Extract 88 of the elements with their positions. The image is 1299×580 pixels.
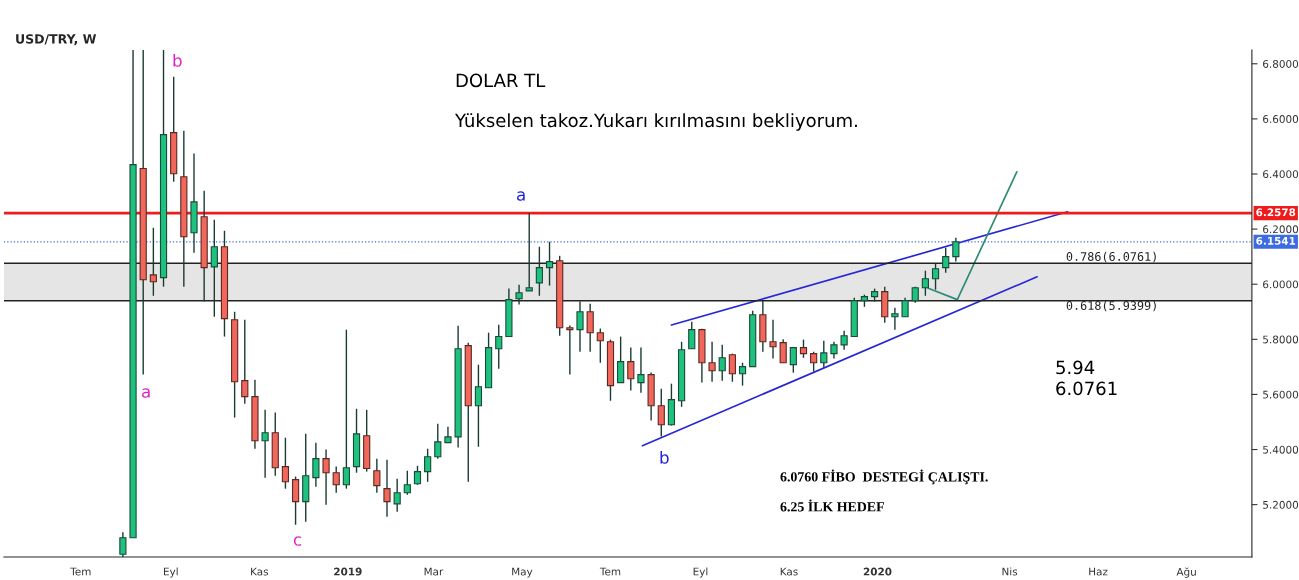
annotation: c bbox=[293, 536, 302, 546]
candlestick bbox=[525, 212, 533, 292]
y-tick-label: 6.2000 bbox=[1263, 225, 1299, 234]
candlestick bbox=[393, 478, 401, 513]
chart-title: USD/TRY, W bbox=[16, 34, 97, 46]
candlestick bbox=[617, 335, 625, 384]
candlestick bbox=[434, 422, 442, 460]
candlestick bbox=[424, 448, 432, 483]
candlestick bbox=[931, 263, 940, 291]
x-tick-label: Tem bbox=[70, 567, 91, 576]
candlestick bbox=[535, 246, 543, 297]
candlestick bbox=[810, 351, 818, 373]
y-tick-label: 6.0000 bbox=[1263, 280, 1299, 289]
x-tick-label: 2020 bbox=[863, 567, 892, 576]
candlestick bbox=[515, 284, 523, 306]
x-tick-label: Ağu bbox=[1176, 567, 1196, 578]
candlestick bbox=[576, 300, 584, 353]
candlestick bbox=[373, 457, 381, 494]
candlestick bbox=[688, 320, 696, 350]
candlestick bbox=[769, 319, 777, 360]
candlestick bbox=[241, 319, 249, 405]
candlestick bbox=[891, 306, 899, 331]
annotation: Yükselen takoz.Yukarı kırılmasını bekliyorum. bbox=[454, 113, 857, 131]
candlestick bbox=[322, 448, 330, 506]
x-tick-label: Nis bbox=[1002, 567, 1018, 576]
x-tick-label: Tem bbox=[599, 567, 621, 576]
candlestick bbox=[708, 341, 716, 383]
y-tick-label: 5.2000 bbox=[1263, 500, 1299, 509]
candlestick bbox=[281, 436, 290, 490]
x-tick-label: Mar bbox=[424, 567, 444, 576]
annotation: 5.94 bbox=[1056, 360, 1095, 375]
annotation: 6.25 İLK HEDEF bbox=[780, 499, 884, 512]
y-tick-label: 6.8000 bbox=[1263, 60, 1299, 68]
candlestick bbox=[820, 340, 828, 369]
candlestick bbox=[657, 387, 665, 438]
candlestick bbox=[718, 344, 726, 382]
annotation: b bbox=[660, 450, 669, 464]
candlestick bbox=[921, 270, 929, 297]
y-tick-label: 6.4000 bbox=[1263, 170, 1299, 179]
annotation: 6.0760 FİBO DESTEGİ ÇALIŞTI. bbox=[780, 469, 988, 485]
x-tick-label: Eyl bbox=[693, 567, 708, 578]
candlestick bbox=[342, 328, 350, 490]
x-tick-label: Eyl bbox=[163, 567, 178, 578]
annotation: 6.0761 bbox=[1056, 381, 1117, 396]
candlestick bbox=[291, 475, 300, 526]
ref-line-label: 0.618(5.9399) bbox=[1066, 300, 1156, 312]
candlestick bbox=[627, 346, 635, 392]
x-tick-label: Haz bbox=[1089, 567, 1108, 576]
candlestick bbox=[637, 346, 645, 394]
candlestick bbox=[586, 303, 594, 353]
y-tick-label: 5.8000 bbox=[1263, 335, 1299, 344]
candlestick bbox=[495, 324, 503, 370]
candlestick bbox=[596, 327, 604, 364]
candlestick bbox=[901, 297, 909, 318]
ref-line-label: 0.786(6.0761) bbox=[1066, 251, 1156, 263]
candlestick bbox=[332, 465, 340, 494]
candlestick bbox=[383, 459, 391, 518]
annotation: a bbox=[142, 388, 150, 398]
candlestick bbox=[738, 362, 747, 387]
ref-line-label: 6.2578 bbox=[1256, 208, 1296, 217]
candlestick bbox=[210, 219, 218, 318]
candlestick bbox=[403, 470, 411, 496]
candlestick bbox=[728, 352, 736, 383]
x-tick-label: Kas bbox=[251, 567, 269, 576]
candlestick bbox=[779, 338, 787, 364]
candlestick bbox=[840, 330, 848, 351]
candlestick bbox=[799, 338, 808, 359]
annotation: b bbox=[173, 53, 182, 67]
candlestick bbox=[942, 247, 950, 274]
x-tick-label: May bbox=[512, 567, 533, 578]
candlestick bbox=[474, 363, 483, 448]
candlestick bbox=[566, 324, 574, 376]
candlestick bbox=[545, 241, 554, 287]
y-tick-label: 5.6000 bbox=[1263, 390, 1299, 399]
y-tick-label: 6.6000 bbox=[1263, 115, 1299, 123]
x-tick-label: Kas bbox=[780, 567, 798, 576]
candlestick bbox=[789, 346, 797, 374]
annotation: a bbox=[517, 191, 525, 201]
x-tick-label: 2019 bbox=[334, 567, 362, 576]
candlestick bbox=[952, 236, 960, 263]
ref-line-label: 6.1541 bbox=[1256, 236, 1296, 245]
candlestick bbox=[119, 531, 127, 557]
candlestick bbox=[261, 409, 269, 479]
y-tick-label: 5.4000 bbox=[1263, 445, 1299, 454]
candlestick bbox=[149, 227, 157, 297]
candlestick bbox=[413, 465, 422, 486]
annotation: DOLAR TL bbox=[456, 73, 546, 88]
candlestick bbox=[312, 441, 320, 488]
